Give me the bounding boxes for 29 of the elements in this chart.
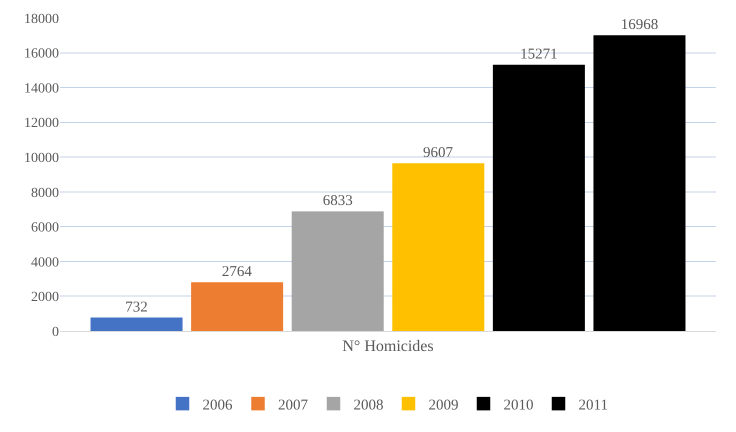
y-tick-label: 18000 <box>24 12 59 27</box>
bar <box>593 35 686 331</box>
data-label: 16968 <box>620 16 658 33</box>
legend-label: 2011 <box>578 397 608 414</box>
bar <box>492 64 585 331</box>
legend-label: 2009 <box>428 397 458 414</box>
legend-label: 2008 <box>354 397 384 414</box>
y-tick-label: 2000 <box>31 290 59 306</box>
bar <box>191 282 284 331</box>
legend-label: 2010 <box>504 397 534 414</box>
y-tick-label: 0 <box>52 324 59 340</box>
data-label: 6833 <box>322 193 353 210</box>
bar <box>392 163 484 331</box>
bar <box>292 211 384 331</box>
y-tick-label: 12000 <box>24 116 59 132</box>
data-label: 732 <box>125 299 148 316</box>
data-label: 2764 <box>222 264 252 280</box>
bar <box>90 318 183 331</box>
y-tick-label: 10000 <box>24 151 59 166</box>
data-label: 9607 <box>423 144 454 161</box>
x-tick-label: N° Homicides <box>342 338 434 356</box>
y-tick-label: 4000 <box>31 255 59 270</box>
legend-label: 2007 <box>278 397 308 414</box>
y-tick-label: 6000 <box>31 220 59 236</box>
legend-label: 2006 <box>202 397 233 414</box>
y-tick-label: 14000 <box>24 81 59 96</box>
y-tick-label: 8000 <box>31 186 59 201</box>
data-label: 15271 <box>520 46 558 62</box>
y-tick-label: 16000 <box>24 46 59 62</box>
